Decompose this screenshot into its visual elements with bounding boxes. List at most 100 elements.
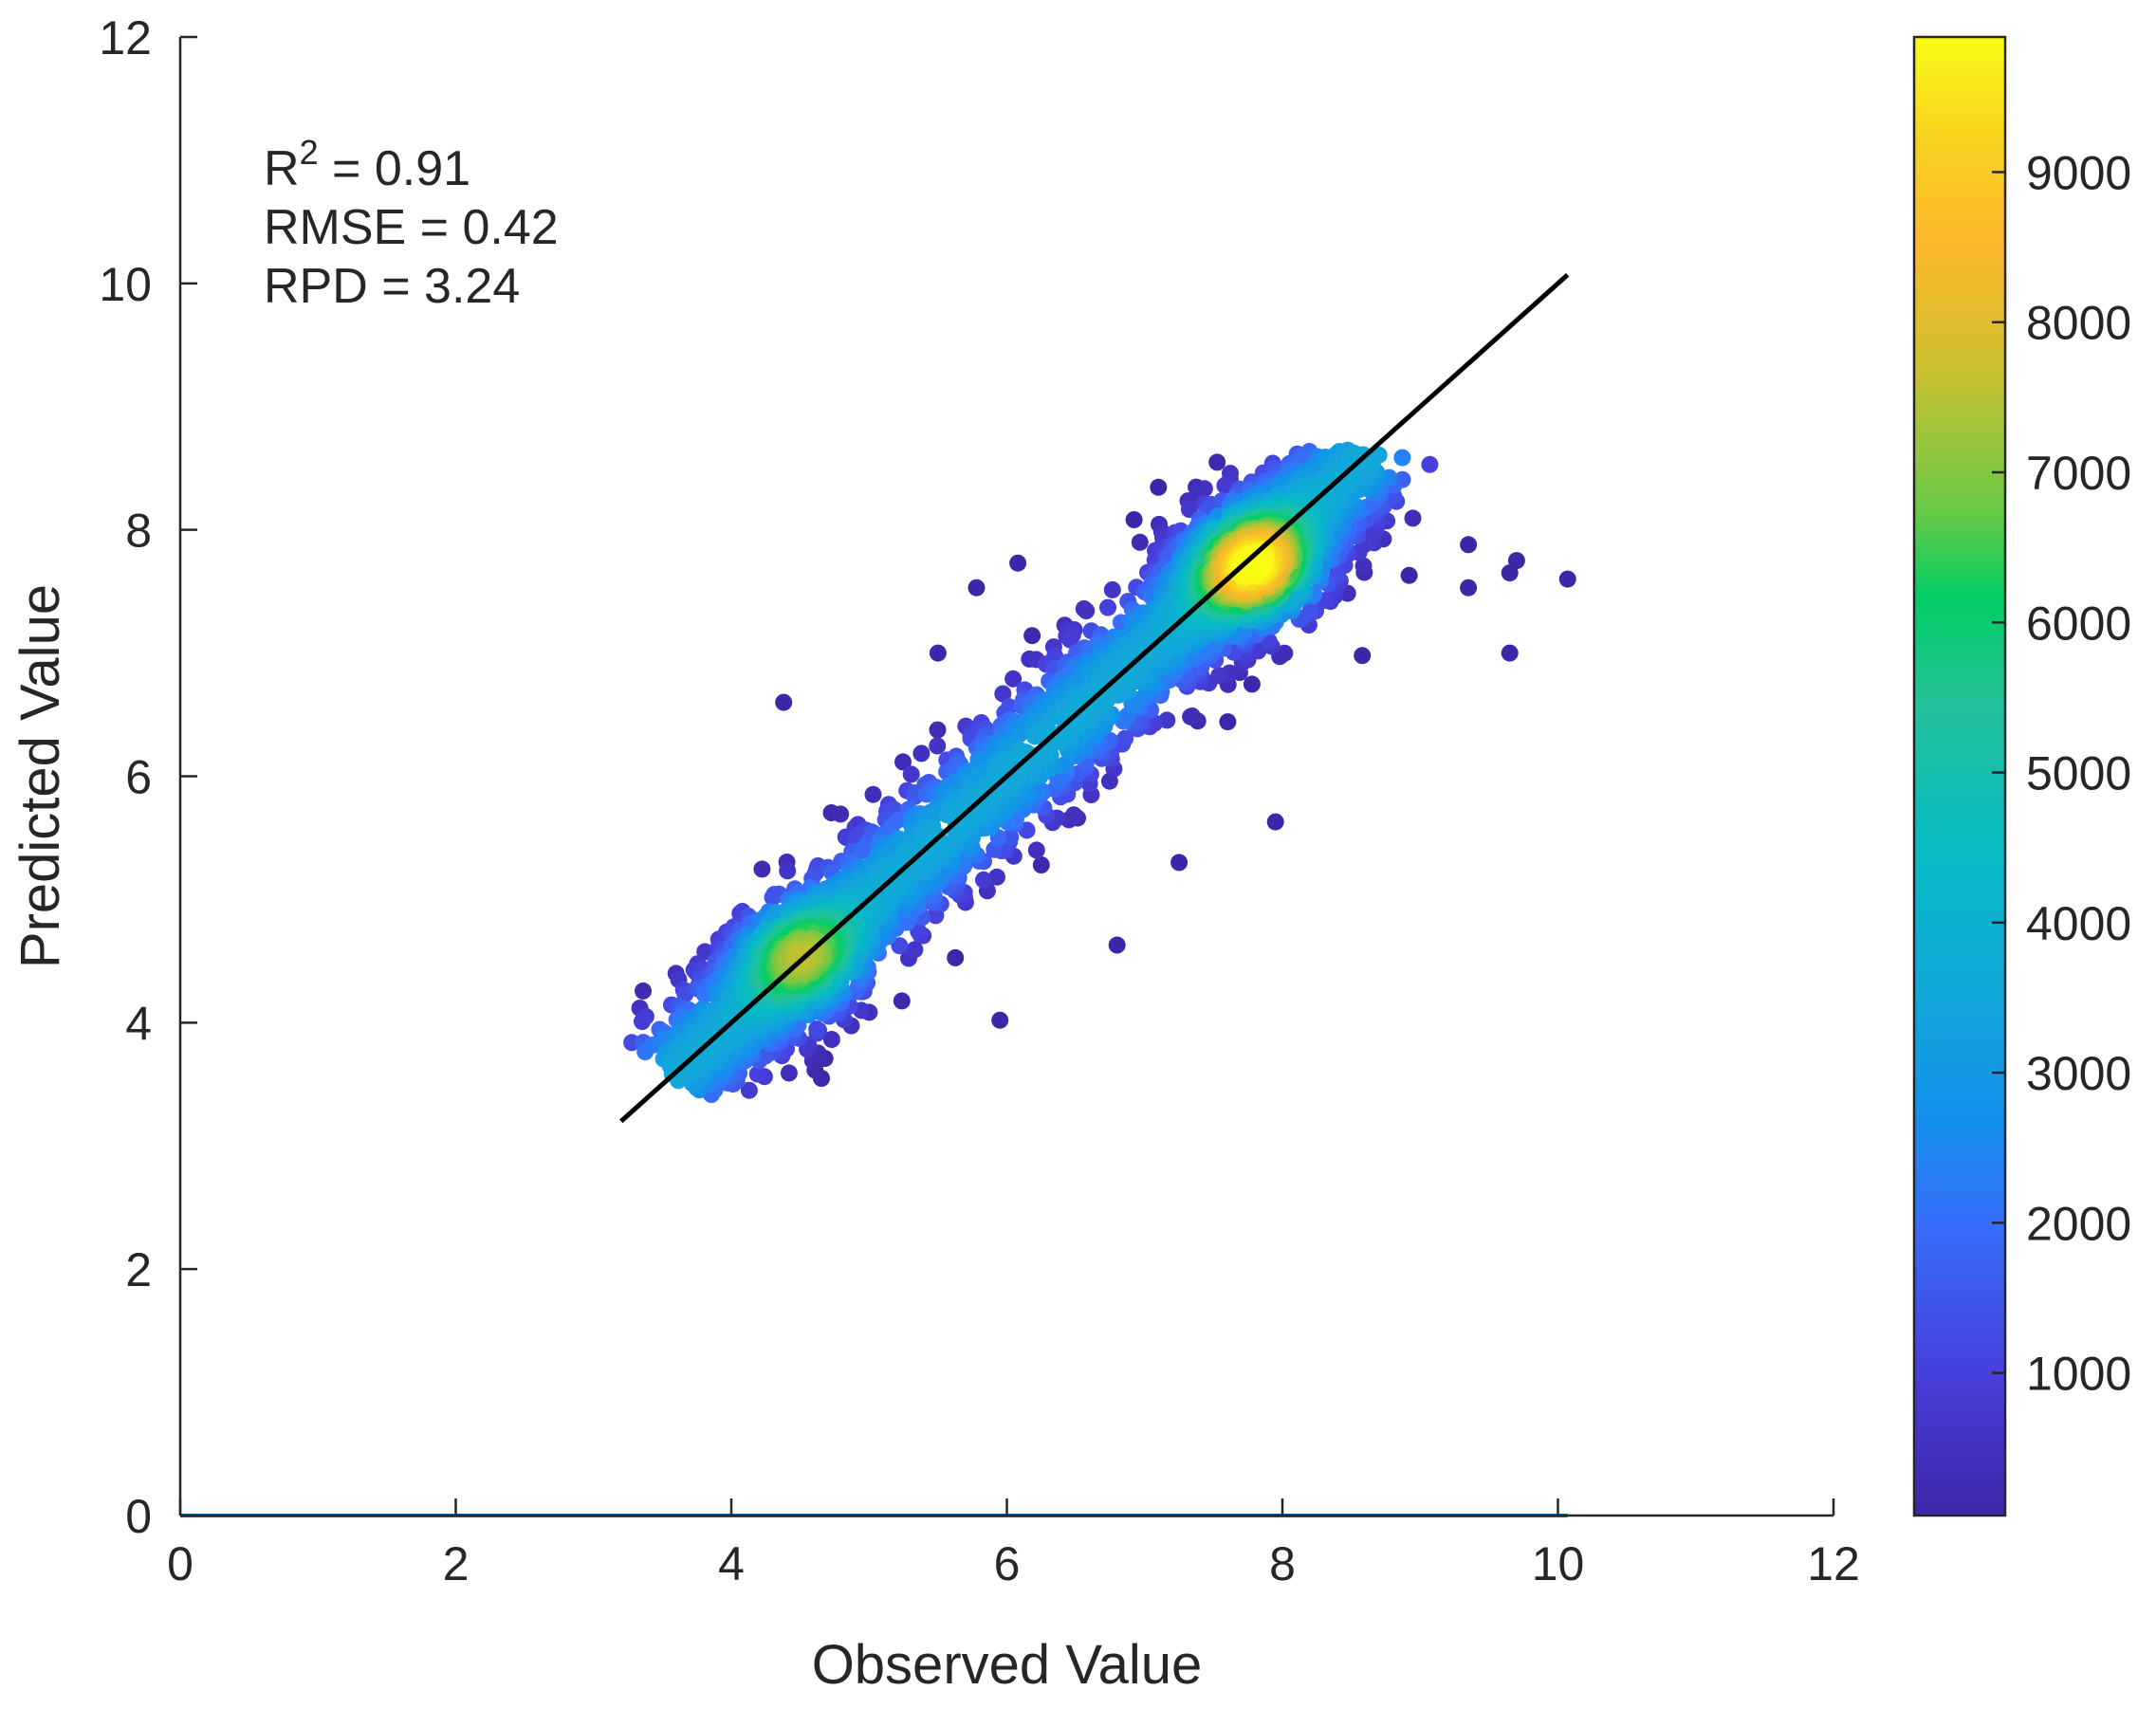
chart-lines xyxy=(180,272,1570,1517)
y-tick-label: 0 xyxy=(125,1490,152,1543)
scatter-point xyxy=(1219,713,1237,731)
scatter-point xyxy=(988,868,1005,886)
scatter-point xyxy=(947,948,965,966)
scatter-point xyxy=(1460,536,1478,554)
stat-rpd: RPD = 3.24 xyxy=(264,259,520,314)
y-tick-label: 12 xyxy=(99,11,152,64)
colorbar-tick-label: 7000 xyxy=(2026,447,2131,500)
scatter-point xyxy=(1354,647,1372,665)
scatter-point xyxy=(1400,566,1418,584)
scatter-point xyxy=(1354,557,1373,575)
scatter-point xyxy=(994,685,1012,703)
stat-r2: R2 = 0.91 xyxy=(264,133,470,196)
scatter-point xyxy=(1170,854,1189,872)
scatter-point xyxy=(929,737,947,755)
scatter-point xyxy=(894,753,912,771)
scatter-point xyxy=(912,744,931,763)
colorbar-tick-label: 5000 xyxy=(2026,747,2131,800)
y-tick-label: 2 xyxy=(125,1243,152,1296)
scatter-point xyxy=(832,805,850,823)
x-tick-label: 12 xyxy=(1807,1537,1860,1590)
scatter-point xyxy=(1260,633,1278,650)
scatter-point xyxy=(1216,476,1234,494)
colorbar-tick-label: 6000 xyxy=(2026,597,2131,650)
scatter-point xyxy=(991,1011,1009,1029)
scatter-point xyxy=(1108,936,1126,954)
x-tick-label: 0 xyxy=(167,1537,193,1590)
colorbar-tick-label: 1000 xyxy=(2026,1348,2131,1401)
scatter-point xyxy=(1099,598,1116,616)
scatter-point xyxy=(822,1031,840,1048)
colorbar: 1000 2000 3000 4000 5000 6000 7000 8000 9000 xyxy=(1912,35,2131,1517)
scatter-point xyxy=(1208,453,1226,471)
scatter-point xyxy=(780,1064,798,1082)
stat-rmse: RMSE = 0.42 xyxy=(264,200,559,255)
scatter-point xyxy=(779,862,797,880)
scatter-point xyxy=(775,693,793,711)
scatter-point xyxy=(748,1065,766,1083)
scatter-point xyxy=(1125,511,1143,528)
scatter-point xyxy=(975,871,992,889)
scatter-point xyxy=(1180,501,1198,519)
scatter-point xyxy=(1507,552,1525,570)
scatter-point xyxy=(1065,806,1082,824)
scatter-point xyxy=(1243,675,1261,693)
colorbar-tick-label: 3000 xyxy=(2026,1047,2131,1100)
scatter-point xyxy=(634,1013,651,1031)
axis-titles: Observed Value Predicted Value xyxy=(9,584,1202,1696)
scatter-point xyxy=(1061,631,1079,649)
colorbar-tick-label: 9000 xyxy=(2026,146,2131,199)
colorbar-tick-label: 4000 xyxy=(2026,897,2131,950)
colorbar-tick-label: 2000 xyxy=(2026,1197,2131,1250)
scatter-point xyxy=(1023,627,1041,645)
scatter-point xyxy=(1150,478,1168,496)
scatter-point xyxy=(891,937,909,955)
scatter-point xyxy=(1027,841,1045,859)
scatter-point xyxy=(929,721,947,739)
scatter-point xyxy=(1266,813,1284,831)
y-tick-label: 6 xyxy=(125,751,152,804)
scatter-point xyxy=(906,941,924,959)
scatter-point xyxy=(1393,449,1411,467)
chart-axes: 0 2 4 6 8 10 12 0 2 4 6 8 10 12 xyxy=(99,11,1859,1590)
y-axis-title: Predicted Value xyxy=(9,584,71,968)
x-axis-title: Observed Value xyxy=(812,1634,1203,1696)
x-tick-label: 4 xyxy=(718,1537,745,1590)
scatter-point xyxy=(1404,509,1422,527)
scatter-point xyxy=(929,644,947,662)
scatter-point xyxy=(893,992,911,1010)
scatter-point xyxy=(1276,644,1294,662)
x-tick-label: 8 xyxy=(1269,1537,1296,1590)
fit-line xyxy=(619,272,1570,1124)
scatter-point xyxy=(854,842,872,859)
scatter-point xyxy=(1032,856,1050,873)
scatter-point xyxy=(1182,707,1200,726)
x-tick-label: 6 xyxy=(994,1537,1021,1590)
scatter-points xyxy=(623,441,1576,1103)
y-tick-label: 4 xyxy=(125,997,152,1050)
scatter-point xyxy=(1004,670,1023,688)
y-tick-label: 10 xyxy=(99,258,152,311)
scatter-point xyxy=(1421,455,1439,473)
colorbar-tick-label: 8000 xyxy=(2026,297,2131,350)
colorbar-gradient xyxy=(1912,35,2007,1517)
scatter-point xyxy=(967,579,986,597)
scatter-point xyxy=(864,785,882,803)
scatter-point xyxy=(1501,644,1519,662)
scatter-point xyxy=(1460,579,1478,597)
scatter-point xyxy=(1078,602,1096,620)
x-tick-label: 10 xyxy=(1532,1537,1585,1590)
scatter-point xyxy=(1009,554,1027,572)
y-tick-label: 8 xyxy=(125,505,152,558)
scatter-point xyxy=(808,1020,826,1038)
scatter-point xyxy=(635,982,652,1000)
scatter-point xyxy=(1116,729,1134,747)
scatter-point xyxy=(1103,580,1121,598)
scatter-point xyxy=(1558,570,1576,588)
x-tick-label: 2 xyxy=(443,1537,470,1590)
scatter-point xyxy=(792,946,810,965)
scatter-point xyxy=(740,1081,758,1099)
